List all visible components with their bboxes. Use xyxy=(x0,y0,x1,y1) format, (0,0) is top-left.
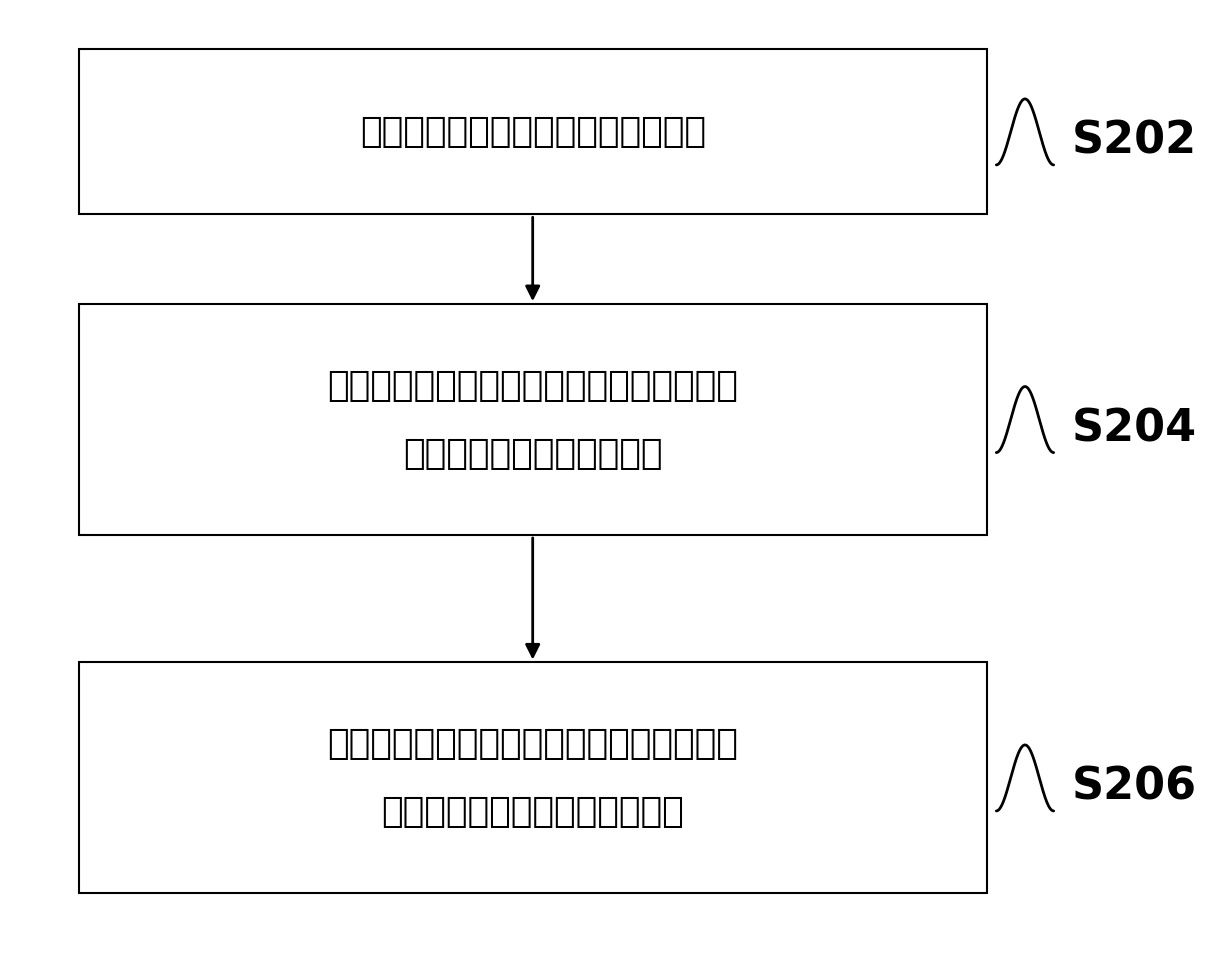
Text: S204: S204 xyxy=(1071,408,1197,451)
Text: 获取上述目标对象从上述当前位置到上述目: 获取上述目标对象从上述当前位置到上述目 xyxy=(327,368,738,403)
FancyBboxPatch shape xyxy=(79,662,986,894)
Text: 依据上述指定行驶区域确定从上述当前位置: 依据上述指定行驶区域确定从上述当前位置 xyxy=(327,727,738,761)
FancyBboxPatch shape xyxy=(79,304,986,535)
Text: 获取目标对象的当前位置与目标位置: 获取目标对象的当前位置与目标位置 xyxy=(359,115,706,149)
Text: S206: S206 xyxy=(1071,766,1197,809)
FancyBboxPatch shape xyxy=(79,50,986,214)
Text: S202: S202 xyxy=(1071,120,1197,163)
Text: 到目标位置之间的目标行驶路线: 到目标位置之间的目标行驶路线 xyxy=(381,795,684,829)
Text: 标位置之间的指定行驶区域: 标位置之间的指定行驶区域 xyxy=(403,436,663,471)
